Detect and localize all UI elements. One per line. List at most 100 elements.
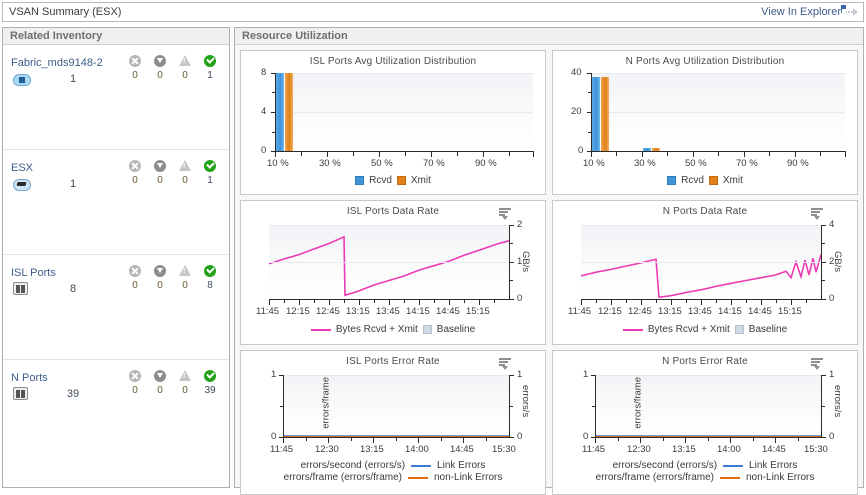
- x-tick-label: 70 %: [423, 158, 445, 169]
- x-tick-label: 15:15: [466, 306, 490, 317]
- legend-swatch-rcvd: [355, 176, 365, 185]
- x-tick-label: 70 %: [736, 158, 758, 169]
- x-tick-label: 50 %: [371, 158, 393, 169]
- status-badge-warning[interactable]: 0: [178, 265, 192, 291]
- x-tick-label: 14:00: [405, 444, 429, 455]
- list-item[interactable]: ESX 1 0 0 0 1: [3, 150, 229, 255]
- list-item[interactable]: N Ports 39 0 0 0 39: [3, 360, 229, 465]
- status-badge-warning[interactable]: 0: [178, 370, 192, 396]
- status-badge-down[interactable]: 0: [153, 265, 167, 291]
- legend-swatch-xmit: [396, 176, 406, 185]
- plot-area: [581, 225, 821, 299]
- legend-row: errors/second (errors/s) Link Errors: [241, 460, 545, 472]
- x-tick-label: 14:00: [717, 444, 741, 455]
- status-badge-warning[interactable]: 0: [178, 55, 192, 81]
- warning-count: 0: [182, 175, 188, 186]
- y-right-tick-label: 0: [517, 431, 523, 442]
- x-tick-label: 15:30: [492, 444, 516, 455]
- x-tick-label: 12:45: [316, 306, 340, 317]
- chart-menu-icon[interactable]: [499, 208, 511, 220]
- y-tick-label: 40: [571, 67, 582, 78]
- arrow-right-icon[interactable]: [845, 7, 859, 17]
- ok-count: 1: [207, 70, 213, 81]
- legend-label-xmit: Xmit: [410, 175, 431, 186]
- chart-menu-icon[interactable]: [811, 358, 823, 370]
- isl-chart-column: ISL Ports Avg Utilization Distribution: [240, 50, 546, 495]
- down-count: 0: [157, 280, 163, 291]
- down-icon: [154, 265, 166, 277]
- legend-line-link-errors: [723, 465, 744, 467]
- chart-legend: Rcvd Xmit: [553, 175, 857, 186]
- x-tick-label: 12:15: [286, 306, 310, 317]
- chart-title: ISL Ports Avg Utilization Distribution: [309, 56, 477, 67]
- inventory-item-count: 8: [69, 283, 77, 295]
- status-badge-critical[interactable]: 0: [128, 55, 142, 81]
- chart-legend: Bytes Rcvd + Xmit Baseline: [241, 324, 545, 335]
- legend-label-non-link-errors: non-Link Errors: [746, 472, 815, 483]
- chart-menu-icon[interactable]: [811, 208, 823, 220]
- status-badge-warning[interactable]: 0: [178, 160, 192, 186]
- critical-count: 0: [132, 70, 138, 81]
- legend-swatch-baseline: [734, 325, 744, 334]
- view-in-explorer-link[interactable]: View In Explorer: [761, 6, 841, 18]
- bar-rcvd-10[interactable]: [276, 73, 284, 151]
- status-badge-down[interactable]: 0: [153, 370, 167, 396]
- list-item[interactable]: Fabric_mds9148-2 1 0 0 0 1: [3, 45, 229, 150]
- bar-rcvd-10[interactable]: [592, 77, 600, 151]
- inventory-item-name[interactable]: ESX: [11, 162, 34, 174]
- y-tick-label: 2: [517, 219, 523, 230]
- resize-corner-icon[interactable]: [841, 5, 846, 13]
- status-badge-ok[interactable]: 1: [203, 55, 217, 81]
- ok-count: 8: [207, 280, 213, 291]
- bar-rcvd-30[interactable]: [643, 148, 651, 151]
- bar-xmit-30[interactable]: [652, 148, 660, 151]
- warning-count: 0: [182, 280, 188, 291]
- inventory-item-name[interactable]: ISL Ports: [11, 267, 56, 279]
- bar-xmit-10[interactable]: [601, 77, 609, 151]
- esx-host-icon: [13, 177, 31, 191]
- status-badge-down[interactable]: 0: [153, 55, 167, 81]
- x-tick-label: 50 %: [685, 158, 707, 169]
- chart-nports-data-rate: N Ports Data Rate 4: [552, 200, 858, 345]
- y-tick-label: 2: [829, 256, 835, 267]
- x-tick-label: 14:45: [762, 444, 786, 455]
- inventory-item-name[interactable]: N Ports: [11, 372, 48, 384]
- inventory-list: Fabric_mds9148-2 1 0 0 0 1 ESX 1 0 0 0: [3, 45, 229, 487]
- chart-grid: ISL Ports Avg Utilization Distribution: [240, 50, 858, 495]
- x-tick-label: 30 %: [319, 158, 341, 169]
- x-tick-label: 13:15: [658, 306, 682, 317]
- x-tick-label: 14:45: [748, 306, 772, 317]
- chart-menu-icon[interactable]: [499, 358, 511, 370]
- bar-xmit-10[interactable]: [285, 73, 293, 151]
- status-badge-critical[interactable]: 0: [128, 265, 142, 291]
- x-tick-label: 14:45: [436, 306, 460, 317]
- status-badge-down[interactable]: 0: [153, 160, 167, 186]
- list-item[interactable]: ISL Ports 8 0 0 0 8: [3, 255, 229, 360]
- y-axis-left-label: errors/frame: [632, 377, 644, 429]
- critical-icon: [129, 370, 141, 382]
- status-badge-critical[interactable]: 0: [128, 370, 142, 396]
- x-tick-label: 13:15: [672, 444, 696, 455]
- x-tick-label: 12:30: [627, 444, 651, 455]
- y-tick-label: 0: [261, 145, 267, 156]
- y-axis-left-label: errors/frame: [320, 377, 332, 429]
- ok-count: 39: [204, 385, 216, 396]
- x-axis: [269, 299, 510, 300]
- y-tick-label: 4: [261, 106, 267, 117]
- status-badge-critical[interactable]: 0: [128, 160, 142, 186]
- inventory-item-count: 1: [69, 73, 77, 85]
- status-badge-ok[interactable]: 1: [203, 160, 217, 186]
- legend-label-link-errors: Link Errors: [749, 460, 798, 471]
- related-inventory-panel: Related Inventory Fabric_mds9148-2 1 0 0…: [2, 27, 230, 488]
- x-tick-label: 30 %: [634, 158, 656, 169]
- chart-title: ISL Ports Error Rate: [346, 356, 440, 367]
- legend-swatch-rcvd: [667, 176, 677, 185]
- x-tick-label: 15:30: [804, 444, 828, 455]
- status-badge-ok[interactable]: 39: [203, 370, 217, 396]
- chart-nports-avg-utilization: N Ports Avg Utilization Distribution: [552, 50, 858, 195]
- x-tick-label: 90 %: [787, 158, 809, 169]
- plot-area: [275, 73, 533, 151]
- inventory-item-name[interactable]: Fabric_mds9148-2: [11, 57, 103, 69]
- port-icon: [13, 282, 30, 296]
- status-badge-ok[interactable]: 8: [203, 265, 217, 291]
